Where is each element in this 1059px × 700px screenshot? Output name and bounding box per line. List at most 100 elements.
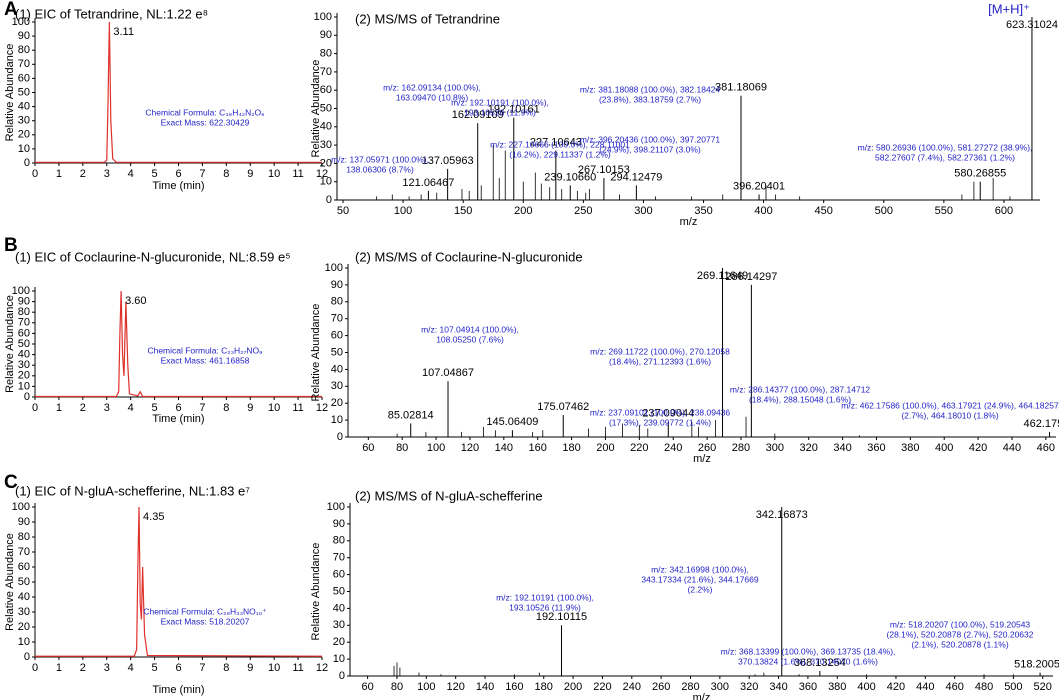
x-tick-label: 140 bbox=[476, 681, 494, 693]
y-tick-label: 10 bbox=[333, 653, 345, 665]
structure-annotation: Chemical Formula: C₃₈H₄₂N₂O₆ bbox=[145, 107, 264, 117]
chart-title: (1) EIC of Tetrandrine, NL:1.22 e⁸ bbox=[15, 6, 208, 21]
structure-annotation: m/z: 269.11722 (100.0%), 270.12058 bbox=[590, 346, 730, 356]
x-tick-label: 7 bbox=[199, 402, 205, 414]
y-tick-label: 50 bbox=[18, 86, 30, 98]
x-tick-label: 400 bbox=[935, 442, 953, 454]
y-tick-label: 0 bbox=[24, 157, 30, 169]
x-tick-label: 280 bbox=[681, 681, 699, 693]
y-tick-label: 70 bbox=[333, 552, 345, 564]
x-tick-label: 9 bbox=[247, 402, 253, 414]
chart-title: (1) EIC of Coclaurine-N-glucuronide, NL:… bbox=[15, 249, 291, 264]
structure-annotation: 138.06306 (8.7%) bbox=[346, 164, 414, 174]
x-tick-label: 220 bbox=[630, 442, 648, 454]
y-tick-label: 100 bbox=[12, 501, 30, 513]
y-tick-label: 0 bbox=[24, 391, 30, 403]
y-tick-label: 40 bbox=[320, 121, 332, 133]
y-tick-label: 80 bbox=[18, 531, 30, 543]
structure-annotation: m/z: 286.14377 (100.0%), 287.14712 bbox=[730, 384, 871, 394]
y-tick-label: 40 bbox=[331, 363, 343, 375]
x-tick-label: 100 bbox=[417, 681, 435, 693]
x-tick-label: 8 bbox=[223, 662, 229, 674]
structure-annotation: m/z: 237.09101 (100.0%), 238.09436 bbox=[590, 407, 731, 417]
x-tick-label: 10 bbox=[268, 168, 280, 180]
peak-label: 162.09109 bbox=[452, 109, 504, 121]
peak-label: 121.06467 bbox=[402, 177, 454, 189]
y-tick-label: 50 bbox=[18, 576, 30, 588]
x-axis-label: Time (min) bbox=[152, 413, 204, 425]
x-tick-label: 4 bbox=[128, 168, 134, 180]
y-tick-label: 10 bbox=[331, 414, 343, 426]
x-tick-label: 8 bbox=[223, 168, 229, 180]
structure-annotation: 108.05250 (7.6%) bbox=[436, 334, 504, 344]
y-tick-label: 100 bbox=[12, 285, 30, 297]
structure-annotation: (2.7%), 464.18010 (1.8%) bbox=[901, 410, 999, 420]
x-tick-label: 10 bbox=[268, 662, 280, 674]
structure-annotation: Exact Mass: 518.20207 bbox=[161, 616, 250, 626]
x-tick-label: 3 bbox=[104, 662, 110, 674]
y-tick-label: 30 bbox=[18, 606, 30, 618]
y-axis-label: Relative Abundance bbox=[310, 304, 322, 402]
x-tick-label: 160 bbox=[529, 442, 547, 454]
x-tick-label: 80 bbox=[391, 681, 403, 693]
structure-annotation: 370.13824 (1.6%), 370.14070 (1.6%) bbox=[738, 656, 878, 666]
y-tick-label: 10 bbox=[18, 636, 30, 648]
peak-label: 518.20050 bbox=[1014, 659, 1059, 671]
structure-annotation: Exact Mass: 622.30429 bbox=[161, 117, 250, 127]
structure-annotation: (2.2%) bbox=[687, 584, 712, 594]
x-tick-label: 280 bbox=[732, 442, 750, 454]
y-tick-label: 70 bbox=[18, 546, 30, 558]
x-tick-label: 12 bbox=[316, 402, 328, 414]
y-tick-label: 20 bbox=[320, 157, 332, 169]
eic-trace bbox=[35, 506, 323, 657]
structure-annotation: m/z: 227.10666 (100.0%), 228.11001 bbox=[490, 139, 630, 149]
peak-label: 85.02814 bbox=[388, 409, 434, 421]
chart-title: (2) MS/MS of N-gluA-schefferine bbox=[355, 488, 543, 503]
x-tick-label: 200 bbox=[564, 681, 582, 693]
x-tick-label: 8 bbox=[223, 402, 229, 414]
x-tick-label: 180 bbox=[535, 681, 553, 693]
x-tick-label: 360 bbox=[799, 681, 817, 693]
x-tick-label: 420 bbox=[887, 681, 905, 693]
x-tick-label: 140 bbox=[495, 442, 513, 454]
x-tick-label: 6 bbox=[175, 168, 181, 180]
peak-label: 368.13254 bbox=[794, 657, 846, 669]
x-tick-label: 400 bbox=[754, 205, 772, 217]
x-tick-label: 1 bbox=[56, 168, 62, 180]
x-tick-label: 1 bbox=[56, 402, 62, 414]
x-tick-label: 12 bbox=[316, 168, 328, 180]
y-tick-label: 70 bbox=[18, 317, 30, 329]
x-tick-label: 150 bbox=[454, 205, 472, 217]
x-axis-label: Time (min) bbox=[152, 180, 204, 192]
structure-annotation: 343.17334 (21.6%), 344.17669 bbox=[641, 574, 758, 584]
y-tick-label: 30 bbox=[18, 359, 30, 371]
structure-annotation: (18.4%), 271.12393 (1.6%) bbox=[609, 356, 711, 366]
y-tick-label: 50 bbox=[333, 585, 345, 597]
y-tick-label: 50 bbox=[18, 338, 30, 350]
x-tick-label: 420 bbox=[969, 442, 987, 454]
peak-label: 227.10643 bbox=[530, 136, 582, 148]
structure-annotation: (16.2%), 229.11337 (1.2%) bbox=[509, 149, 611, 159]
structure-annotation: m/z: 368.13399 (100.0%), 369.13735 (18.4… bbox=[721, 646, 896, 656]
x-tick-label: 7 bbox=[199, 168, 205, 180]
chart-title: (2) MS/MS of Coclaurine-N-glucuronide bbox=[355, 249, 583, 264]
peak-label: 4.35 bbox=[143, 511, 164, 523]
x-tick-label: 300 bbox=[766, 442, 784, 454]
x-tick-label: 200 bbox=[514, 205, 532, 217]
y-tick-label: 50 bbox=[331, 346, 343, 358]
y-tick-label: 0 bbox=[326, 194, 332, 206]
structure-annotation: m/z: 381.18088 (100.0%), 382.18424 bbox=[580, 84, 721, 94]
panel-label: B bbox=[4, 235, 18, 256]
x-tick-label: 60 bbox=[361, 681, 373, 693]
x-tick-label: 240 bbox=[664, 442, 682, 454]
x-axis-label: Time (min) bbox=[152, 684, 204, 696]
x-tick-label: 520 bbox=[1034, 681, 1052, 693]
x-tick-label: 6 bbox=[175, 662, 181, 674]
x-tick-label: 4 bbox=[128, 662, 134, 674]
y-tick-label: 100 bbox=[314, 11, 332, 23]
y-tick-label: 80 bbox=[18, 44, 30, 56]
peak-label: 269.11649 bbox=[697, 270, 748, 282]
y-tick-label: 20 bbox=[331, 397, 343, 409]
peak-label: 192.10161 bbox=[488, 104, 540, 116]
